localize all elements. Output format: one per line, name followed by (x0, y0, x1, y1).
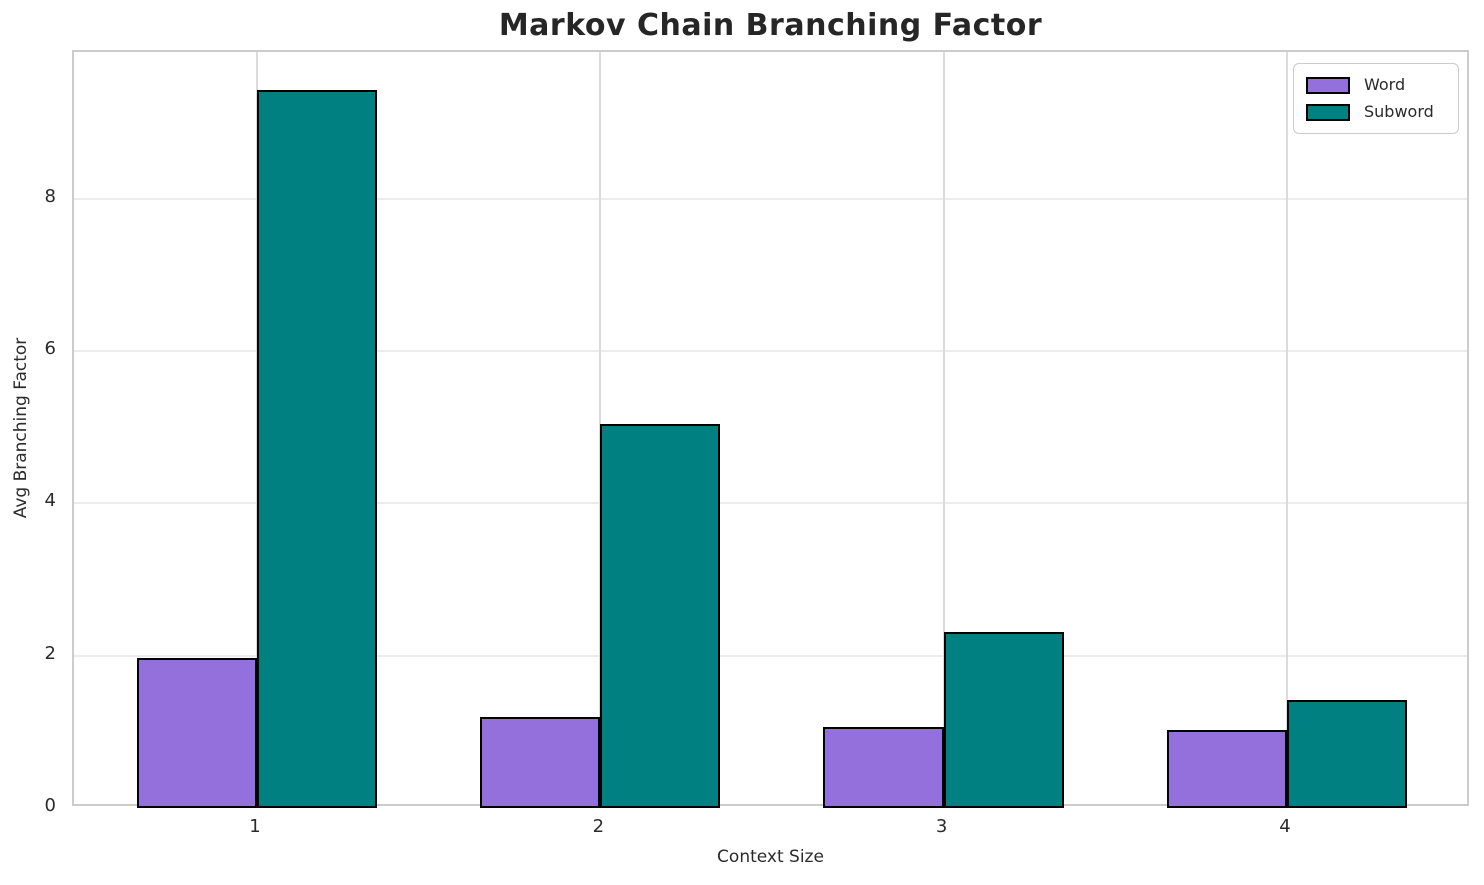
horizontal-gridline (74, 197, 1467, 200)
y-tick-label: 4 (44, 490, 56, 512)
bar-subword-context-1 (256, 90, 378, 808)
legend: Word Subword (1293, 63, 1459, 134)
legend-swatch-subword (1306, 103, 1350, 121)
bar-word-context-3 (823, 726, 944, 808)
legend-row-subword: Subword (1306, 103, 1446, 121)
horizontal-gridline (74, 502, 1467, 505)
vertical-gridline (1285, 52, 1288, 804)
y-tick-label: 2 (44, 642, 56, 664)
x-tick-label: 4 (1279, 816, 1291, 837)
bar-subword-context-4 (1286, 699, 1408, 808)
bar-word-context-1 (136, 658, 257, 808)
y-tick-label: 0 (44, 795, 56, 816)
legend-label-subword: Subword (1364, 102, 1434, 121)
y-tick-label: 6 (44, 338, 56, 360)
x-tick-label: 3 (935, 816, 948, 837)
vertical-gridline (942, 52, 945, 804)
y-axis-label: Avg Branching Factor (11, 337, 31, 519)
legend-swatch-word (1306, 76, 1350, 94)
x-tick-label: 1 (249, 816, 261, 837)
y-tick-label: 8 (44, 185, 56, 207)
bar-subword-context-3 (943, 632, 1064, 808)
horizontal-gridline (74, 350, 1467, 353)
horizontal-gridline (74, 654, 1467, 657)
bar-word-context-4 (1166, 729, 1287, 808)
chart-title: Markov Chain Branching Factor (498, 8, 1043, 43)
bar-word-context-2 (480, 717, 601, 808)
bar-subword-context-2 (600, 423, 721, 808)
x-axis-label: Context Size (717, 847, 824, 867)
legend-label-word: Word (1364, 75, 1406, 94)
plot-area (72, 50, 1469, 808)
legend-row-word: Word (1306, 76, 1446, 94)
x-tick-label: 2 (592, 816, 605, 837)
